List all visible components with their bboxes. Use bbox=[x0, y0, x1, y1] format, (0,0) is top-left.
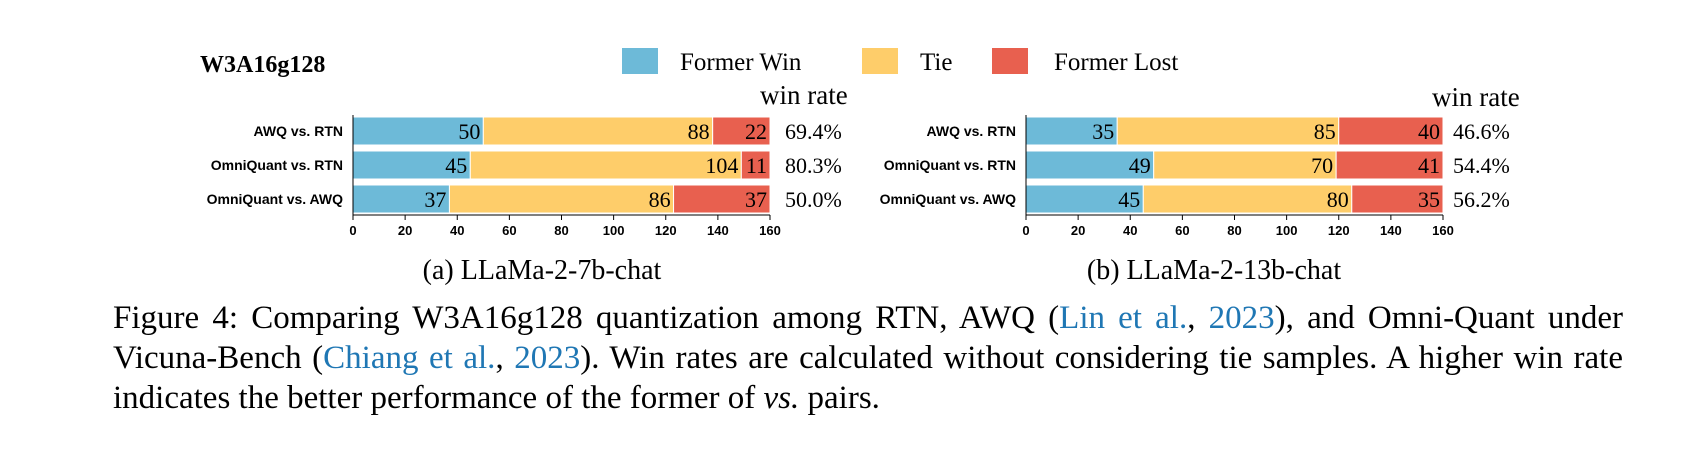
chart-llama-2-7b-chat: AWQ vs. RTN 50 88 22 69.4% OmniQuant vs. RTN 4… bbox=[207, 115, 842, 238]
legend-label-former-lost: Former Lost bbox=[1054, 49, 1178, 76]
legend-swatch-former-win bbox=[622, 48, 658, 74]
data-label: 35 bbox=[1092, 119, 1114, 144]
caption-text-2: ), and Omni-Quant under Vicuna-Bench ( bbox=[113, 300, 1624, 376]
data-label: 88 bbox=[688, 119, 710, 144]
bar-tie bbox=[482, 116, 714, 146]
data-label: 37 bbox=[745, 187, 767, 212]
bar-tie bbox=[1116, 116, 1340, 146]
win-rate-value: 69.4% bbox=[785, 119, 842, 144]
data-label: 41 bbox=[1418, 153, 1440, 178]
data-label: 40 bbox=[1418, 119, 1440, 144]
subtitle-b: (b) LLaMa-2-13b-chat bbox=[1087, 255, 1341, 286]
bar-former-lost bbox=[1351, 184, 1444, 214]
category-label: OmniQuant vs. RTN bbox=[211, 157, 343, 173]
x-tick-label: 120 bbox=[655, 223, 677, 238]
x-tick-label: 60 bbox=[1175, 223, 1189, 238]
data-label: 22 bbox=[745, 119, 767, 144]
chart-llama-2-13b-chat: AWQ vs. RTN 35 85 40 46.6% OmniQuant vs. RTN 4… bbox=[880, 115, 1510, 238]
caption-text-3: ). Win rates are calculated without cons… bbox=[113, 340, 1623, 416]
win-rate-value: 80.3% bbox=[785, 153, 842, 178]
bar-former-win bbox=[352, 116, 484, 146]
data-label: 70 bbox=[1311, 153, 1333, 178]
legend: Former Win Tie Former Lost bbox=[622, 48, 1178, 76]
bar-tie bbox=[1153, 150, 1337, 180]
win-rate-value: 56.2% bbox=[1453, 187, 1510, 212]
caption-text-4: pairs. bbox=[799, 380, 880, 416]
figure-caption: Figure 4: Comparing W3A16g128 quantizati… bbox=[113, 298, 1623, 418]
caption-vs: vs. bbox=[763, 380, 800, 416]
caption-label: Figure 4: bbox=[113, 300, 239, 336]
legend-swatch-tie bbox=[862, 48, 898, 74]
x-tick-label: 0 bbox=[1022, 223, 1029, 238]
category-label: OmniQuant vs. AWQ bbox=[880, 191, 1016, 207]
legend-label-former-win: Former Win bbox=[680, 49, 802, 76]
citation-link-chiang-year[interactable]: 2023 bbox=[514, 340, 581, 376]
win-rate-header-b: win rate bbox=[1432, 82, 1520, 112]
x-tick-label: 20 bbox=[1071, 223, 1085, 238]
x-tick-label: 100 bbox=[603, 223, 625, 238]
x-tick-label: 0 bbox=[349, 223, 356, 238]
data-label: 11 bbox=[746, 153, 767, 178]
x-tick-label: 140 bbox=[1380, 223, 1402, 238]
bar-tie bbox=[448, 184, 675, 214]
data-label: 104 bbox=[705, 153, 738, 178]
x-tick-label: 160 bbox=[1432, 223, 1454, 238]
data-label: 45 bbox=[445, 153, 467, 178]
data-label: 86 bbox=[649, 187, 671, 212]
x-tick-label: 60 bbox=[502, 223, 516, 238]
bar-former-win bbox=[1025, 116, 1118, 146]
citation-link-lin-authors[interactable]: Lin et al. bbox=[1059, 300, 1188, 336]
bar-tie bbox=[469, 150, 742, 180]
x-tick-label: 20 bbox=[398, 223, 412, 238]
legend-label-tie: Tie bbox=[920, 49, 952, 76]
x-tick-label: 140 bbox=[707, 223, 729, 238]
bar-tie bbox=[1142, 184, 1353, 214]
bar-former-win bbox=[1025, 150, 1155, 180]
x-tick-label: 80 bbox=[554, 223, 568, 238]
citation-link-lin-year[interactable]: 2023 bbox=[1208, 300, 1275, 336]
category-label: AWQ vs. RTN bbox=[927, 123, 1016, 139]
bar-former-lost bbox=[1335, 150, 1444, 180]
data-label: 37 bbox=[424, 187, 446, 212]
bar-former-lost bbox=[740, 150, 771, 180]
bar-former-win bbox=[352, 150, 471, 180]
category-label: OmniQuant vs. AWQ bbox=[207, 191, 343, 207]
data-label: 50 bbox=[458, 119, 480, 144]
bar-former-win bbox=[352, 184, 450, 214]
x-tick-label: 160 bbox=[759, 223, 781, 238]
x-tick-label: 100 bbox=[1276, 223, 1298, 238]
citation-separator: , bbox=[495, 340, 515, 376]
figure-title: W3A16g128 bbox=[200, 52, 325, 78]
data-label: 35 bbox=[1418, 187, 1440, 212]
data-label: 45 bbox=[1118, 187, 1140, 212]
citation-separator: , bbox=[1187, 300, 1209, 336]
win-rate-value: 46.6% bbox=[1453, 119, 1510, 144]
category-label: OmniQuant vs. RTN bbox=[884, 157, 1016, 173]
bar-former-lost bbox=[712, 116, 771, 146]
category-label: AWQ vs. RTN bbox=[254, 123, 343, 139]
data-label: 80 bbox=[1327, 187, 1349, 212]
legend-swatch-former-lost bbox=[992, 48, 1028, 74]
data-label: 85 bbox=[1314, 119, 1336, 144]
x-tick-label: 80 bbox=[1227, 223, 1241, 238]
caption-text-1: Comparing W3A16g128 quantization among R… bbox=[238, 300, 1060, 336]
data-label: 49 bbox=[1129, 153, 1151, 178]
bar-former-lost bbox=[673, 184, 771, 214]
bar-former-lost bbox=[1338, 116, 1444, 146]
x-tick-label: 40 bbox=[1123, 223, 1137, 238]
x-tick-label: 120 bbox=[1328, 223, 1350, 238]
win-rate-value: 50.0% bbox=[785, 187, 842, 212]
citation-link-chiang-authors[interactable]: Chiang et al. bbox=[323, 340, 496, 376]
figure-panels: W3A16g128 Former Win Tie Former Lost win… bbox=[200, 48, 1520, 286]
subtitle-a: (a) LLaMa-2-7b-chat bbox=[423, 255, 662, 286]
win-rate-header-a: win rate bbox=[760, 80, 848, 110]
x-tick-label: 40 bbox=[450, 223, 464, 238]
win-rate-value: 54.4% bbox=[1453, 153, 1510, 178]
